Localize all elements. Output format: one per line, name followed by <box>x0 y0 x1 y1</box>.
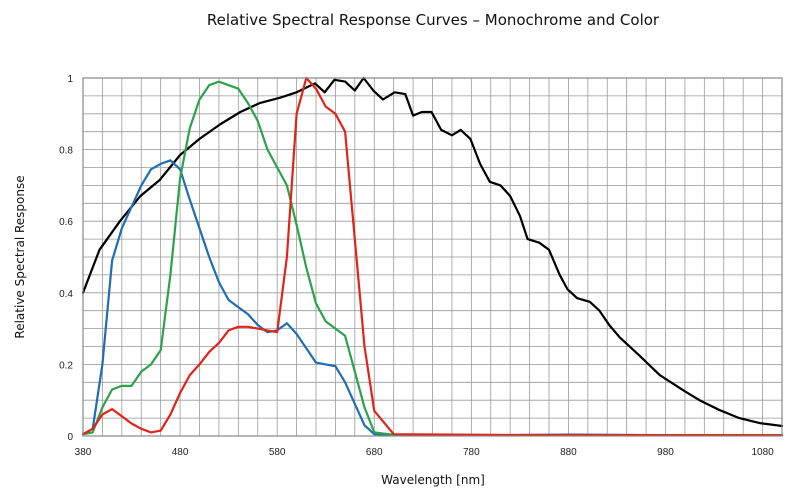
x-tick-label: 1080 <box>751 447 774 458</box>
y-tick-label: 0.4 <box>59 289 73 300</box>
plot-frame <box>82 77 783 437</box>
series-line-blue <box>81 159 784 437</box>
series-line-green <box>81 80 784 437</box>
x-axis-ticks: 380 480 580 680 780 880 980 1080 <box>75 447 774 458</box>
x-tick-label: 580 <box>269 447 286 458</box>
y-tick-label: 0.2 <box>59 360 73 371</box>
y-tick-label: 0.6 <box>59 217 73 228</box>
grid <box>83 78 782 436</box>
x-axis-label: Wavelength [nm] <box>381 473 485 487</box>
y-tick-label: 1 <box>67 74 73 85</box>
x-tick-label: 880 <box>560 447 577 458</box>
y-tick-label: 0 <box>67 432 73 443</box>
series-layer <box>81 76 784 437</box>
series-line-red <box>81 76 784 437</box>
x-tick-label: 780 <box>463 447 480 458</box>
x-tick-label: 480 <box>172 447 189 458</box>
x-tick-label: 380 <box>75 447 92 458</box>
x-tick-label: 980 <box>657 447 674 458</box>
chart-title: Relative Spectral Response Curves – Mono… <box>207 11 660 29</box>
y-axis-label: Relative Spectral Response <box>13 175 27 338</box>
y-axis-ticks: 0 0.2 0.4 0.6 0.8 1 <box>59 74 73 443</box>
x-tick-label: 680 <box>366 447 383 458</box>
y-tick-label: 0.8 <box>59 146 73 157</box>
